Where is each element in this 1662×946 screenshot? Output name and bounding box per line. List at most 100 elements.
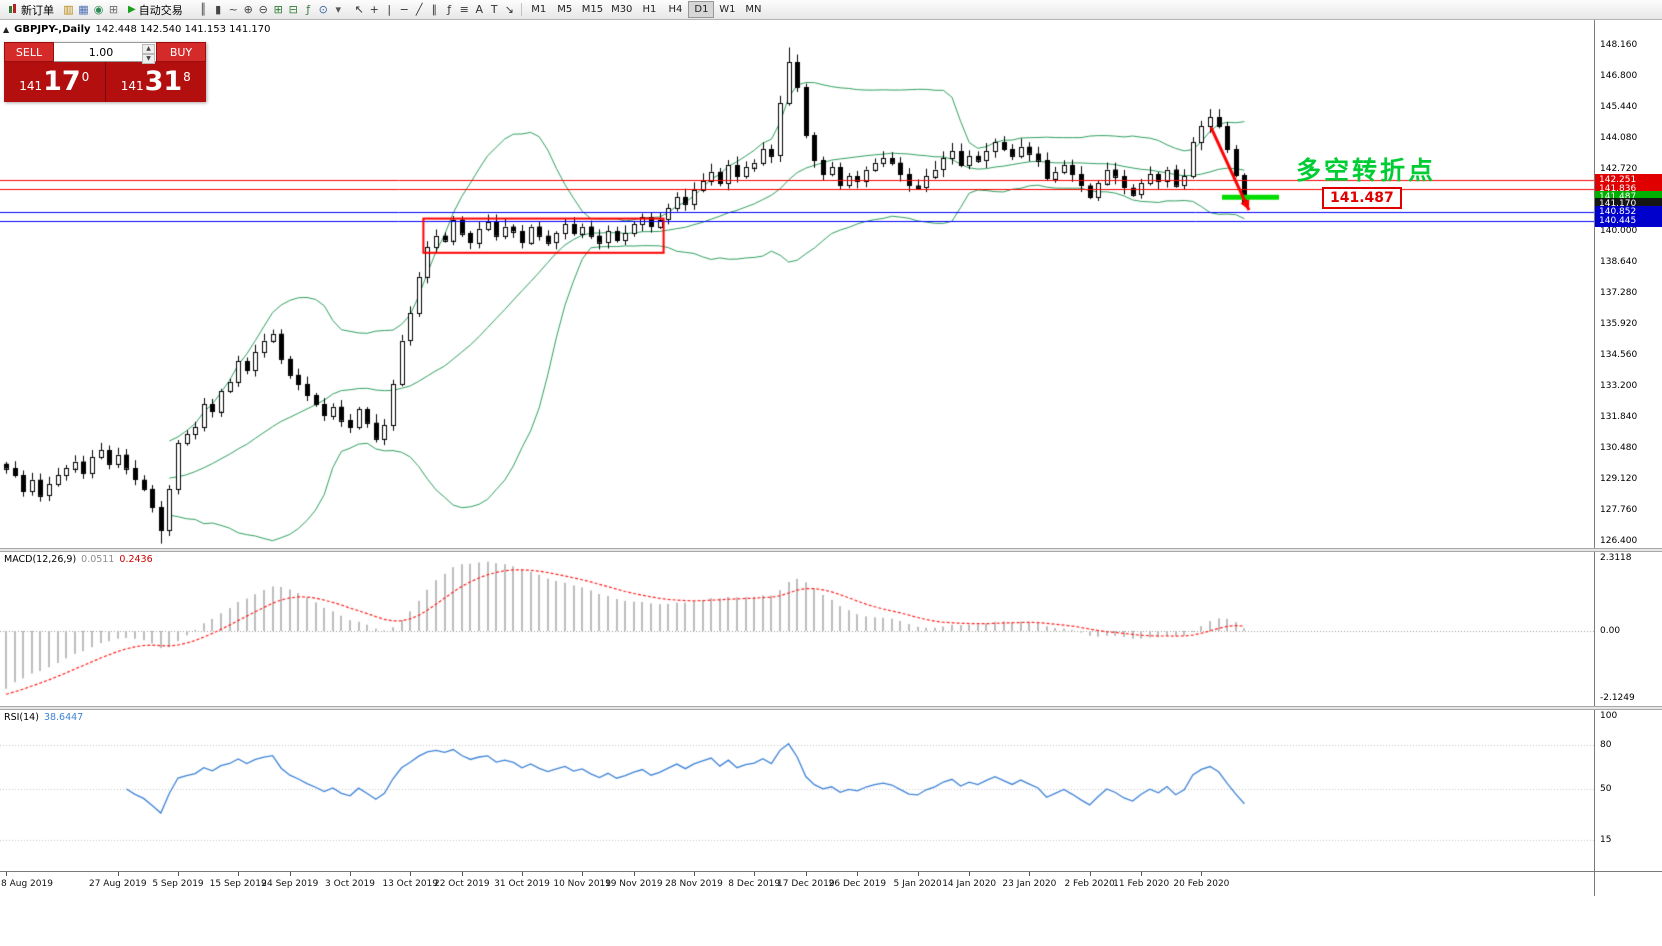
autotrading-button[interactable]: ▶ 自动交易 [122,2,189,18]
zoom-out-icon[interactable]: ⊖ [258,3,268,16]
chart-title: ▲ GBPJPY-,Daily 142.448 142.540 141.153 … [3,24,270,35]
bar-chart-icon[interactable]: ║ [199,3,207,16]
candlestick-chart-icon[interactable]: ▮ [215,3,222,16]
turning-point-annotation[interactable]: 多空转折点 [1296,156,1437,185]
timeframe-h4[interactable]: H4 [668,4,683,15]
price-axis-label: 137.280 [1600,288,1638,299]
sell-button[interactable]: SELL [4,42,54,62]
tile-windows-icon[interactable]: ⊞ [273,3,283,16]
timeframe-m1[interactable]: M1 [531,4,547,15]
rsi-axis-label: 80 [1600,740,1612,751]
sell-price[interactable]: 141 17 0 [4,62,105,102]
macd-axis-label: -2.1249 [1600,693,1635,703]
price-axis-label: 127.760 [1600,505,1638,516]
navigator-icon[interactable]: ⊞ [108,3,119,16]
shapes-tool-icon[interactable]: ≡ [459,3,469,16]
time-tick [462,872,463,876]
terminal-icon[interactable]: ▥ [63,3,74,16]
time-axis-label: 14 Jan 2020 [942,879,997,889]
rsi-axis-label: 15 [1600,835,1612,846]
axis-corner [1594,872,1662,896]
volume-input[interactable] [54,43,156,61]
time-tick [857,872,858,876]
macd-axis[interactable]: 2.3118 0.00 -2.1249 [1594,552,1662,706]
new-order-label: 新订单 [21,3,54,17]
time-axis-label: 5 Sep 2019 [152,879,204,889]
timeframe-m30[interactable]: M30 [611,4,633,15]
label-tool-icon[interactable]: T [490,3,498,16]
time-axis[interactable]: 8 Aug 2019 27 Aug 2019 5 Sep 2019 15 Sep 20… [0,871,1662,896]
autotrading-label: 自动交易 [138,3,183,17]
arrow-tool-icon[interactable]: ↘ [504,3,514,16]
charts-icon[interactable]: ▦ [78,3,89,16]
price-axis[interactable]: 148.160146.800145.440144.080142.720141.3… [1594,20,1662,548]
buy-button[interactable]: BUY [156,42,206,62]
cascade-windows-icon[interactable]: ⊟ [288,3,298,16]
line-chart-icon[interactable]: ~ [228,3,238,16]
volume-up-icon[interactable]: ▲ [142,44,155,54]
indicators-icon[interactable]: ƒ [306,3,311,16]
price-axis-label: 130.480 [1600,443,1638,454]
timeframe-m15[interactable]: M15 [581,4,604,15]
price-axis-label: 126.400 [1600,536,1638,547]
rsi-canvas[interactable] [0,710,1594,871]
timeframe-m5[interactable]: M5 [557,4,573,15]
toolbar-group-left: ▥ ▦ ◉ ⊞ [61,2,121,17]
price-label-annotation[interactable]: 141.487 [1322,187,1402,209]
time-axis-label: 19 Nov 2019 [604,879,663,889]
buy-price[interactable]: 141 31 8 [104,62,206,102]
rsi-panel: RSI(14) 38.6447 100 80 50 15 [0,710,1662,871]
symbol-period-label: GBPJPY-,Daily [14,24,91,35]
time-axis-label: 11 Feb 2020 [1113,879,1170,889]
time-tick [1090,872,1091,876]
rsi-label: RSI(14) 38.6447 [4,712,84,723]
expand-panel-icon[interactable]: ▲ [3,25,10,34]
timeframe-group: M1 M5 M15 M30 H1 H4 D1 W1 MN [526,1,767,18]
panel-splitter[interactable] [0,706,1662,710]
time-axis-label: 13 Oct 2019 [382,879,439,889]
time-tick [969,872,970,876]
time-axis-label: 26 Dec 2019 [828,879,887,889]
period-icon[interactable]: ⊙ [318,3,328,16]
new-order-button[interactable]: 新订单 [3,2,60,18]
time-tick [350,872,351,876]
timeframe-h1[interactable]: H1 [642,4,657,15]
fibonacci-tool-icon[interactable]: ƒ [447,3,452,16]
text-tool-icon[interactable]: A [475,3,483,16]
volume-down-icon[interactable]: ▼ [142,54,155,64]
rsi-axis[interactable]: 100 80 50 15 [1594,710,1662,871]
ohlc-values: 142.448 142.540 141.153 141.170 [95,24,271,35]
panel-splitter[interactable] [0,548,1662,552]
price-axis-label: 129.120 [1600,474,1638,485]
timeframe-mn[interactable]: MN [745,4,762,15]
price-chart-canvas[interactable] [0,20,1594,548]
crosshair-tool-icon[interactable]: + [369,3,379,16]
timeframe-d1[interactable]: D1 [688,1,715,18]
macd-axis-label: 0.00 [1600,625,1621,636]
time-tick [178,872,179,876]
time-axis-label: 2 Feb 2020 [1064,879,1115,889]
horizontal-line-tool-icon[interactable]: − [399,3,409,16]
trendline-tool-icon[interactable]: ╱ [415,3,423,16]
market-watch-icon[interactable]: ◉ [93,3,104,16]
time-tick [290,872,291,876]
macd-canvas[interactable] [0,552,1594,706]
timeframe-w1[interactable]: W1 [719,4,736,15]
price-axis-label: 148.160 [1600,40,1638,50]
price-axis-label: 131.840 [1600,412,1638,423]
vertical-line-tool-icon[interactable]: | [387,3,392,16]
zoom-in-icon[interactable]: ⊕ [243,3,253,16]
time-axis-label: 31 Oct 2019 [494,879,550,889]
time-tick [1201,872,1202,876]
time-axis-label: 15 Sep 2019 [209,879,267,889]
template-icon[interactable]: ▾ [335,3,341,16]
main-chart-plot: ▲ GBPJPY-,Daily 142.448 142.540 141.153 … [0,20,1594,548]
time-tick [634,872,635,876]
time-tick [694,872,695,876]
channel-tool-icon[interactable]: ∥ [431,3,437,16]
rsi-plot: RSI(14) 38.6447 [0,710,1594,871]
cursor-tool-icon[interactable]: ↖ [354,3,364,16]
toolbar-separator [520,3,522,16]
